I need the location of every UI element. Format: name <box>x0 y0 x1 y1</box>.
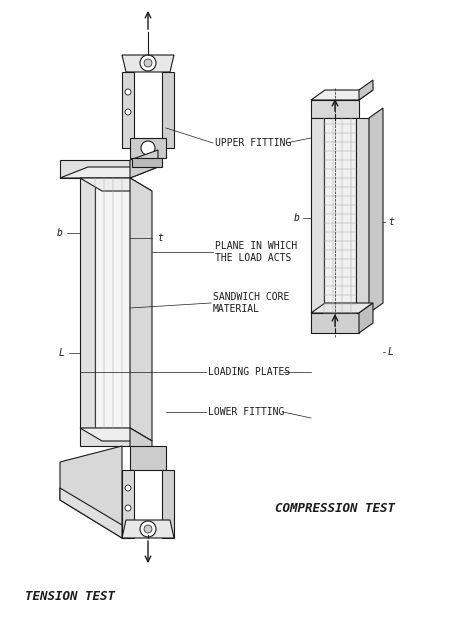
Polygon shape <box>80 178 152 191</box>
Polygon shape <box>311 118 324 313</box>
Polygon shape <box>162 470 174 538</box>
Text: b: b <box>57 228 63 238</box>
Polygon shape <box>60 446 122 538</box>
Polygon shape <box>60 160 130 178</box>
Circle shape <box>125 89 131 95</box>
Text: t: t <box>157 233 163 243</box>
Circle shape <box>144 525 152 533</box>
Polygon shape <box>95 178 130 428</box>
Polygon shape <box>80 428 130 446</box>
Text: UPPER FITTING: UPPER FITTING <box>215 138 292 148</box>
Text: LOWER FITTING: LOWER FITTING <box>208 407 284 417</box>
Polygon shape <box>122 470 134 538</box>
Polygon shape <box>359 303 373 333</box>
Polygon shape <box>311 313 359 333</box>
Polygon shape <box>60 488 122 538</box>
Circle shape <box>140 521 156 537</box>
Polygon shape <box>122 55 174 72</box>
Circle shape <box>144 59 152 67</box>
Text: L: L <box>59 348 65 358</box>
Polygon shape <box>130 138 166 158</box>
Polygon shape <box>80 428 152 441</box>
Polygon shape <box>80 178 95 428</box>
Circle shape <box>125 485 131 491</box>
Circle shape <box>125 505 131 511</box>
Text: t: t <box>388 217 394 227</box>
Polygon shape <box>356 118 369 313</box>
Text: TENSION TEST: TENSION TEST <box>25 590 115 604</box>
Text: SANDWICH CORE
MATERIAL: SANDWICH CORE MATERIAL <box>213 292 289 314</box>
Polygon shape <box>359 80 373 100</box>
Polygon shape <box>130 150 158 178</box>
Text: COMPRESSION TEST: COMPRESSION TEST <box>275 502 395 514</box>
Polygon shape <box>311 100 359 118</box>
Polygon shape <box>324 118 356 313</box>
Polygon shape <box>162 72 174 148</box>
Circle shape <box>125 109 131 115</box>
Polygon shape <box>130 428 152 459</box>
Text: PLANE IN WHICH
THE LOAD ACTS: PLANE IN WHICH THE LOAD ACTS <box>215 241 297 263</box>
Polygon shape <box>369 108 383 313</box>
Polygon shape <box>132 158 162 167</box>
Text: b: b <box>294 213 300 223</box>
Text: LOADING PLATES: LOADING PLATES <box>208 367 290 377</box>
Polygon shape <box>122 520 174 538</box>
Polygon shape <box>311 303 373 313</box>
Polygon shape <box>130 178 152 441</box>
Polygon shape <box>130 446 166 470</box>
Circle shape <box>141 141 155 155</box>
Polygon shape <box>311 90 373 100</box>
Circle shape <box>140 55 156 71</box>
Text: L: L <box>388 347 394 357</box>
Polygon shape <box>122 72 134 148</box>
Polygon shape <box>60 167 158 178</box>
